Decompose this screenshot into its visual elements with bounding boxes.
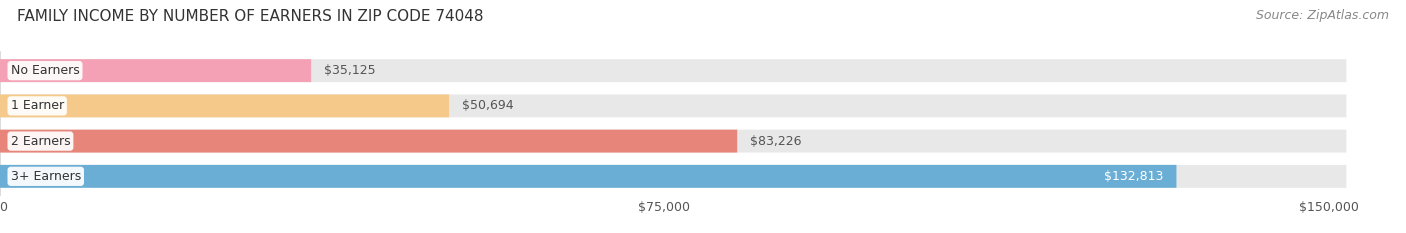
FancyBboxPatch shape <box>0 130 737 153</box>
Text: 3+ Earners: 3+ Earners <box>11 170 82 183</box>
FancyBboxPatch shape <box>0 59 1347 82</box>
FancyBboxPatch shape <box>0 94 449 117</box>
Text: FAMILY INCOME BY NUMBER OF EARNERS IN ZIP CODE 74048: FAMILY INCOME BY NUMBER OF EARNERS IN ZI… <box>17 9 484 24</box>
FancyBboxPatch shape <box>0 165 1177 188</box>
Text: $35,125: $35,125 <box>325 64 375 77</box>
FancyBboxPatch shape <box>0 94 1347 117</box>
FancyBboxPatch shape <box>0 130 1347 153</box>
Text: $132,813: $132,813 <box>1104 170 1163 183</box>
Text: $50,694: $50,694 <box>463 99 515 112</box>
Text: No Earners: No Earners <box>11 64 79 77</box>
FancyBboxPatch shape <box>0 165 1347 188</box>
Text: 2 Earners: 2 Earners <box>11 135 70 148</box>
Text: 1 Earner: 1 Earner <box>11 99 63 112</box>
Text: Source: ZipAtlas.com: Source: ZipAtlas.com <box>1256 9 1389 22</box>
Text: $83,226: $83,226 <box>751 135 801 148</box>
FancyBboxPatch shape <box>0 59 311 82</box>
